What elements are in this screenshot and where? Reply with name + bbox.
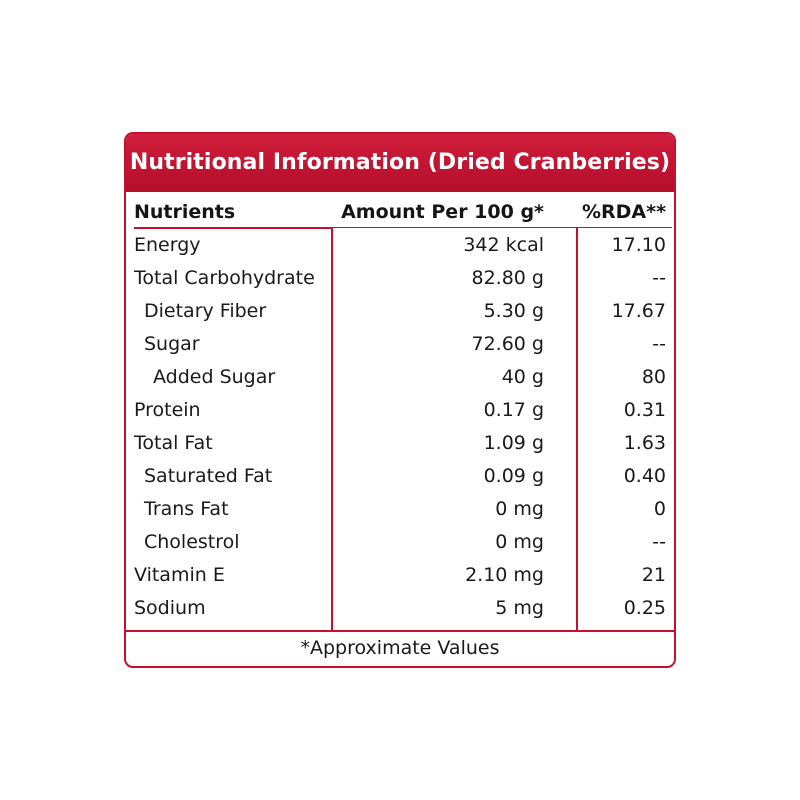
table-row: Total Fat 1.09 g 1.63 (126, 427, 674, 460)
table-row: Sugar 72.60 g -- (126, 328, 674, 361)
table-row: Added Sugar 40 g 80 (126, 361, 674, 394)
header-underline-right (332, 227, 672, 228)
nutrient-name: Energy (134, 234, 201, 256)
table-row: Energy 342 kcal 17.10 (126, 229, 674, 262)
nutrient-rda: 17.67 (611, 300, 666, 322)
column-header-rda: %RDA** (581, 201, 666, 223)
nutrient-rda: 17.10 (611, 234, 666, 256)
table-row: Vitamin E 2.10 mg 21 (126, 559, 674, 592)
nutrient-amount: 0.17 g (483, 399, 544, 421)
footer-divider (126, 630, 674, 632)
nutrient-name: Dietary Fiber (144, 300, 267, 322)
nutrient-rows: Energy 342 kcal 17.10 Total Carbohydrate… (126, 229, 674, 625)
nutrient-name: Added Sugar (153, 366, 276, 388)
nutrient-rda: -- (652, 333, 666, 355)
nutrient-amount: 1.09 g (483, 432, 544, 454)
nutrient-amount: 82.80 g (471, 267, 545, 289)
table-row: Dietary Fiber 5.30 g 17.67 (126, 295, 674, 328)
table-row: Trans Fat 0 mg 0 (126, 493, 674, 526)
nutrient-name: Total Fat (134, 432, 213, 454)
nutrient-amount: 5.30 g (483, 300, 544, 322)
nutrient-rda: -- (652, 267, 666, 289)
footnote: *Approximate Values (300, 637, 500, 659)
nutrient-rda: 80 (641, 366, 666, 388)
column-divider-right (576, 228, 578, 630)
nutrient-rda: 0 (653, 498, 666, 520)
column-header-amount: Amount Per 100 g* (341, 201, 544, 223)
nutrient-name: Sugar (144, 333, 200, 355)
nutrient-name: Protein (134, 399, 201, 421)
table-title: Nutritional Information (Dried Cranberri… (126, 134, 674, 192)
nutrient-amount: 0.09 g (483, 465, 544, 487)
nutrient-name: Sodium (134, 597, 206, 619)
nutrient-name: Vitamin E (134, 564, 225, 586)
nutrient-amount: 40 g (501, 366, 544, 388)
nutrient-name: Saturated Fat (144, 465, 273, 487)
nutrient-amount: 342 kcal (463, 234, 544, 256)
nutrient-name: Total Carbohydrate (134, 267, 315, 289)
column-header-nutrients: Nutrients (134, 201, 236, 223)
column-divider-left (331, 228, 333, 630)
nutrient-rda: 21 (641, 564, 666, 586)
nutrient-rda: 0.31 (623, 399, 666, 421)
nutrient-rda: 0.25 (623, 597, 666, 619)
nutrient-name: Cholestrol (144, 531, 240, 553)
nutrient-amount: 2.10 mg (465, 564, 544, 586)
nutrient-rda: -- (652, 531, 666, 553)
nutrient-rda: 0.40 (623, 465, 666, 487)
nutrient-name: Trans Fat (144, 498, 229, 520)
header-underline-left (134, 227, 332, 229)
table-row: Saturated Fat 0.09 g 0.40 (126, 460, 674, 493)
table-row: Sodium 5 mg 0.25 (126, 592, 674, 625)
nutrient-amount: 0 mg (495, 498, 544, 520)
nutrient-rda: 1.63 (623, 432, 666, 454)
table-row: Cholestrol 0 mg -- (126, 526, 674, 559)
nutrient-amount: 5 mg (495, 597, 544, 619)
nutrient-amount: 0 mg (495, 531, 544, 553)
table-row: Total Carbohydrate 82.80 g -- (126, 262, 674, 295)
nutrient-amount: 72.60 g (471, 333, 545, 355)
table-row: Protein 0.17 g 0.31 (126, 394, 674, 427)
nutrition-facts-card: Nutritional Information (Dried Cranberri… (124, 132, 676, 668)
